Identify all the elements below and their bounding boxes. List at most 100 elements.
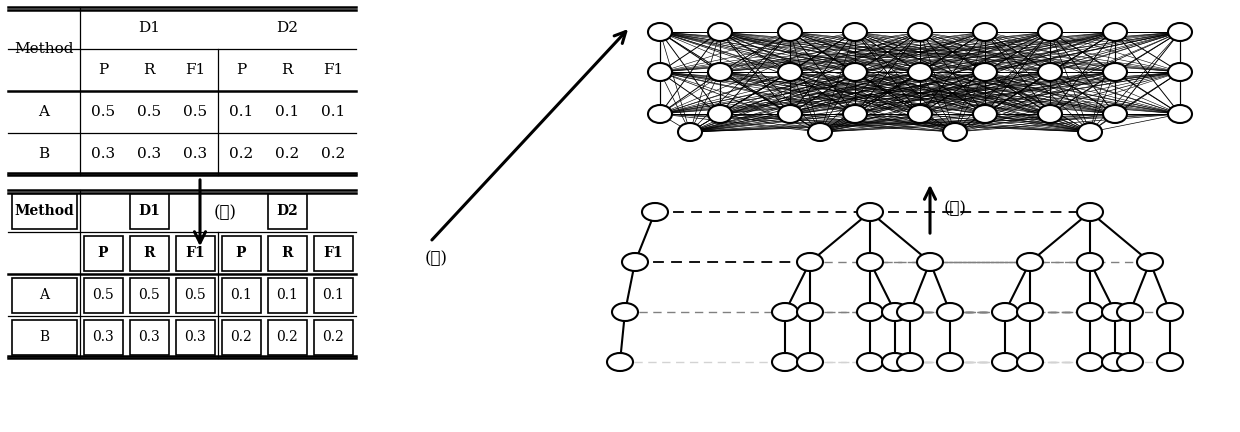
Text: 0.3: 0.3: [184, 330, 206, 344]
Text: 0.2: 0.2: [229, 147, 253, 161]
Ellipse shape: [649, 23, 672, 41]
Bar: [314, 277, 352, 312]
Text: (一): (一): [215, 204, 237, 222]
Bar: [11, 277, 77, 312]
Ellipse shape: [1104, 105, 1127, 123]
Text: (三): (三): [944, 200, 967, 217]
Text: Method: Method: [14, 204, 74, 218]
Text: 0.5: 0.5: [184, 288, 206, 302]
Ellipse shape: [1102, 303, 1128, 321]
Ellipse shape: [1117, 303, 1143, 321]
Ellipse shape: [773, 303, 799, 321]
Text: 0.5: 0.5: [184, 105, 207, 119]
Text: 0.1: 0.1: [275, 105, 299, 119]
Ellipse shape: [992, 353, 1018, 371]
Bar: [222, 320, 260, 355]
Ellipse shape: [1038, 105, 1061, 123]
Text: F1: F1: [324, 246, 342, 260]
Text: P: P: [98, 63, 108, 77]
Ellipse shape: [882, 353, 908, 371]
Text: A: A: [38, 105, 50, 119]
Ellipse shape: [622, 253, 649, 271]
Ellipse shape: [1078, 123, 1102, 141]
Ellipse shape: [613, 303, 639, 321]
Text: 0.5: 0.5: [92, 288, 114, 302]
Ellipse shape: [777, 63, 802, 81]
Ellipse shape: [649, 63, 672, 81]
Bar: [268, 235, 306, 270]
Text: B: B: [38, 147, 50, 161]
Ellipse shape: [1117, 353, 1143, 371]
Ellipse shape: [1078, 203, 1104, 221]
Text: D2: D2: [277, 204, 298, 218]
Ellipse shape: [857, 203, 883, 221]
Ellipse shape: [973, 105, 997, 123]
Ellipse shape: [897, 353, 923, 371]
Text: 0.1: 0.1: [321, 105, 345, 119]
Text: D1: D1: [138, 204, 160, 218]
Text: R: R: [144, 246, 155, 260]
Ellipse shape: [649, 105, 672, 123]
Ellipse shape: [857, 303, 883, 321]
Bar: [83, 320, 123, 355]
Ellipse shape: [777, 23, 802, 41]
Bar: [222, 235, 260, 270]
Text: P: P: [98, 246, 108, 260]
Ellipse shape: [708, 63, 732, 81]
Bar: [268, 320, 306, 355]
Ellipse shape: [992, 303, 1018, 321]
Ellipse shape: [1017, 303, 1043, 321]
Bar: [83, 277, 123, 312]
Text: 0.3: 0.3: [138, 330, 160, 344]
Ellipse shape: [942, 123, 967, 141]
Ellipse shape: [1038, 23, 1061, 41]
Bar: [176, 320, 215, 355]
Ellipse shape: [678, 123, 702, 141]
Bar: [268, 194, 306, 229]
Bar: [268, 277, 306, 312]
Ellipse shape: [1017, 253, 1043, 271]
Text: (二): (二): [425, 250, 448, 267]
Ellipse shape: [1168, 63, 1192, 81]
Ellipse shape: [1137, 253, 1163, 271]
Bar: [129, 277, 169, 312]
Text: P: P: [236, 63, 246, 77]
Ellipse shape: [937, 303, 963, 321]
Ellipse shape: [1102, 353, 1128, 371]
Text: B: B: [38, 330, 50, 344]
Text: 0.2: 0.2: [322, 330, 343, 344]
Ellipse shape: [708, 105, 732, 123]
Text: 0.1: 0.1: [322, 288, 343, 302]
Ellipse shape: [1078, 253, 1104, 271]
Ellipse shape: [1157, 303, 1183, 321]
Text: F1: F1: [185, 63, 205, 77]
Text: D2: D2: [277, 21, 298, 35]
Ellipse shape: [1168, 105, 1192, 123]
Text: Method: Method: [14, 42, 73, 56]
Bar: [11, 194, 77, 229]
Text: 0.1: 0.1: [229, 105, 253, 119]
Bar: [11, 320, 77, 355]
Ellipse shape: [973, 63, 997, 81]
Text: 0.5: 0.5: [91, 105, 115, 119]
Text: 0.2: 0.2: [275, 147, 299, 161]
Text: R: R: [281, 246, 293, 260]
Bar: [176, 277, 215, 312]
Bar: [129, 235, 169, 270]
Ellipse shape: [908, 23, 932, 41]
Ellipse shape: [797, 253, 823, 271]
Ellipse shape: [777, 105, 802, 123]
Ellipse shape: [908, 105, 932, 123]
Bar: [129, 320, 169, 355]
Text: R: R: [281, 63, 293, 77]
Text: 0.1: 0.1: [231, 288, 252, 302]
Text: 0.3: 0.3: [92, 330, 114, 344]
Text: 0.2: 0.2: [321, 147, 345, 161]
Text: 0.5: 0.5: [138, 288, 160, 302]
Ellipse shape: [1157, 353, 1183, 371]
Ellipse shape: [1078, 353, 1104, 371]
Text: 0.1: 0.1: [277, 288, 298, 302]
Text: D1: D1: [138, 21, 160, 35]
Text: F1: F1: [185, 246, 205, 260]
Ellipse shape: [773, 353, 799, 371]
